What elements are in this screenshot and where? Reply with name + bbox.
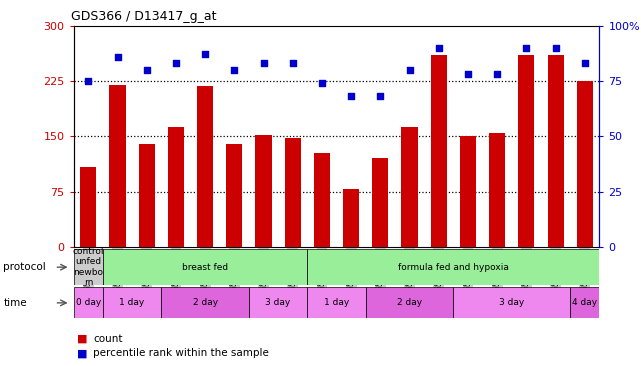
Text: breast fed: breast fed xyxy=(182,263,228,272)
Point xyxy=(288,60,298,66)
Point xyxy=(375,94,385,100)
Bar xyxy=(366,287,453,318)
Bar xyxy=(547,55,563,247)
Bar xyxy=(74,249,103,285)
Text: protocol: protocol xyxy=(3,262,46,272)
Bar xyxy=(226,144,242,247)
Bar xyxy=(307,287,366,318)
Bar xyxy=(343,190,359,247)
Text: GDS366 / D13417_g_at: GDS366 / D13417_g_at xyxy=(71,10,217,23)
Point xyxy=(492,71,503,77)
Point xyxy=(346,94,356,100)
Bar xyxy=(168,127,184,247)
Bar xyxy=(570,287,599,318)
Bar xyxy=(138,144,154,247)
Text: 0 day: 0 day xyxy=(76,298,101,307)
Text: 2 day: 2 day xyxy=(192,298,218,307)
Point xyxy=(200,52,210,57)
Bar xyxy=(489,132,505,247)
Point xyxy=(171,60,181,66)
Bar xyxy=(460,136,476,247)
Bar xyxy=(307,249,599,285)
Bar xyxy=(110,85,126,247)
Point xyxy=(229,67,240,73)
Point xyxy=(433,45,444,51)
Bar xyxy=(103,287,162,318)
Text: ■: ■ xyxy=(77,348,87,358)
Bar xyxy=(401,127,417,247)
Bar xyxy=(314,153,330,247)
Point xyxy=(404,67,415,73)
Bar xyxy=(577,81,593,247)
Bar xyxy=(372,158,388,247)
Text: 3 day: 3 day xyxy=(499,298,524,307)
Bar xyxy=(103,249,307,285)
Text: formula fed and hypoxia: formula fed and hypoxia xyxy=(398,263,509,272)
Text: control
unfed
newbo
rn: control unfed newbo rn xyxy=(72,247,104,287)
Point xyxy=(463,71,473,77)
Bar xyxy=(285,138,301,247)
Point xyxy=(579,60,590,66)
Text: ■: ■ xyxy=(77,333,87,344)
Text: 3 day: 3 day xyxy=(265,298,291,307)
Bar xyxy=(74,287,103,318)
Point xyxy=(258,60,269,66)
Bar xyxy=(431,55,447,247)
Point xyxy=(521,45,531,51)
Bar xyxy=(249,287,307,318)
Bar xyxy=(256,135,272,247)
Point xyxy=(142,67,152,73)
Text: 2 day: 2 day xyxy=(397,298,422,307)
Point xyxy=(317,80,327,86)
Point xyxy=(83,78,94,84)
Bar xyxy=(453,287,570,318)
Bar xyxy=(80,167,96,247)
Text: 1 day: 1 day xyxy=(324,298,349,307)
Bar xyxy=(162,287,249,318)
Text: time: time xyxy=(3,298,27,308)
Point xyxy=(551,45,561,51)
Text: count: count xyxy=(93,333,122,344)
Text: percentile rank within the sample: percentile rank within the sample xyxy=(93,348,269,358)
Text: 4 day: 4 day xyxy=(572,298,597,307)
Text: 1 day: 1 day xyxy=(119,298,145,307)
Point xyxy=(112,54,122,60)
Bar xyxy=(197,86,213,247)
Bar xyxy=(519,55,535,247)
